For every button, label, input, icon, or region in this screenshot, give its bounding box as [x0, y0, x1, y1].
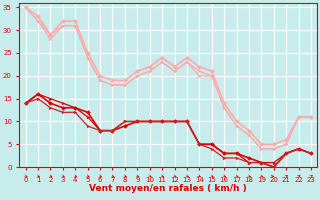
X-axis label: Vent moyen/en rafales ( km/h ): Vent moyen/en rafales ( km/h ) — [90, 184, 247, 193]
